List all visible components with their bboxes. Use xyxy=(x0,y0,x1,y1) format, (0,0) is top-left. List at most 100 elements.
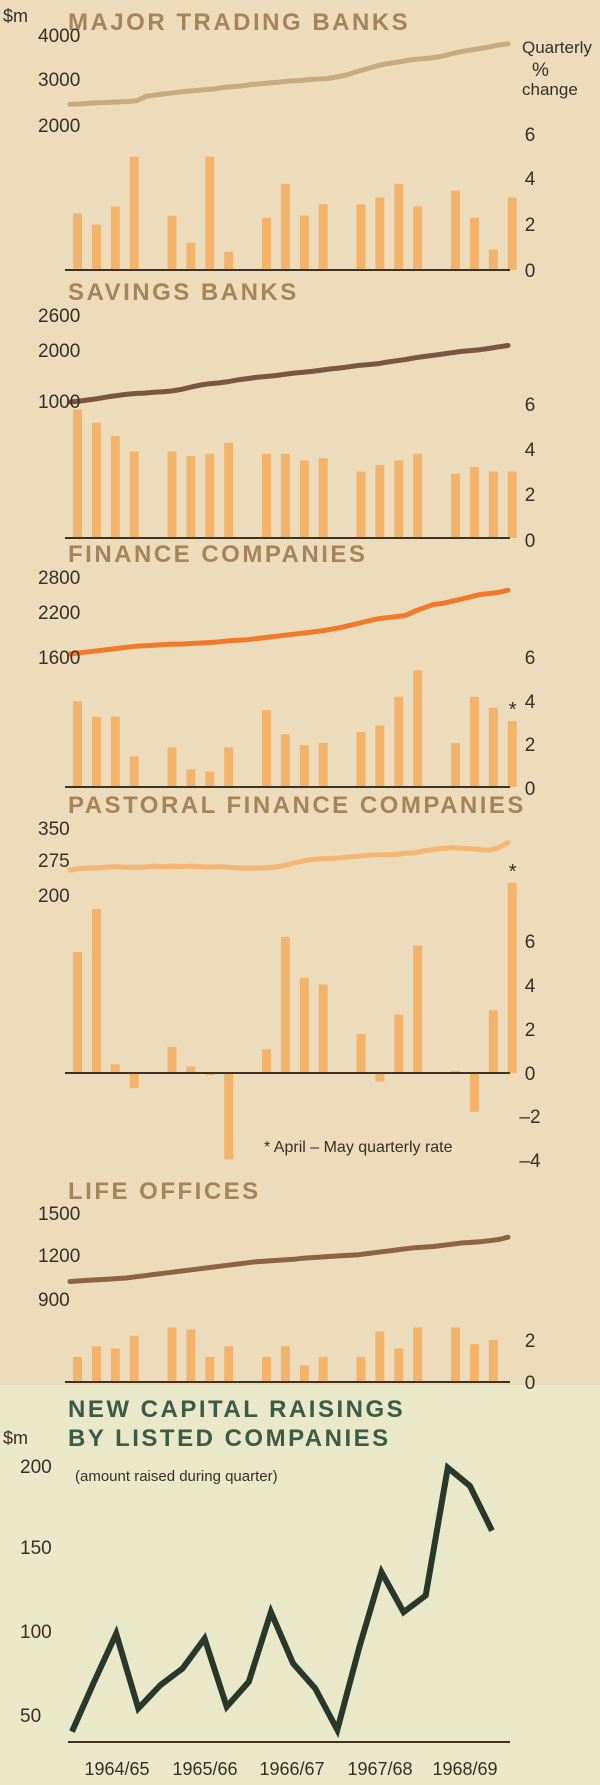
subtitle: (amount raised during quarter) xyxy=(75,1468,278,1485)
change-bar xyxy=(73,1356,82,1382)
change-bar xyxy=(73,409,82,538)
change-bar xyxy=(280,1346,290,1382)
panel-new-capital-raisings xyxy=(68,1462,510,1743)
change-bar xyxy=(318,204,328,270)
panel-finance-companies xyxy=(65,587,517,788)
change-bar xyxy=(262,217,271,270)
change-bar xyxy=(205,1073,215,1076)
change-bar xyxy=(318,1356,328,1382)
change-bar xyxy=(129,756,139,787)
change-bar xyxy=(73,213,82,270)
change-bar xyxy=(394,1014,404,1073)
change-bar xyxy=(469,217,479,270)
x-tick-label: 1967/68 xyxy=(347,1759,412,1779)
change-bar xyxy=(91,224,101,270)
change-bar xyxy=(110,436,120,538)
change-bar xyxy=(110,1348,120,1382)
change-bar xyxy=(394,460,404,538)
change-bar xyxy=(129,1335,139,1382)
level-tick-label: 2000 xyxy=(38,341,80,362)
change-bar xyxy=(280,734,290,787)
change-bar xyxy=(205,156,215,270)
change-bar xyxy=(110,206,120,270)
change-tick-label: –2 xyxy=(519,1107,540,1128)
level-tick-label: 900 xyxy=(38,1290,70,1311)
y-tick-label: 200 xyxy=(20,1457,52,1478)
x-tick-label: 1968/69 xyxy=(432,1759,497,1779)
change-tick-label: 0 xyxy=(525,261,536,282)
change-bar xyxy=(488,707,498,787)
asterisk-marker: * xyxy=(509,699,517,721)
panel-title: SAVINGS BANKS xyxy=(68,279,299,306)
change-tick-label: 0 xyxy=(525,779,536,800)
change-bar xyxy=(167,215,177,270)
level-tick-label: 4000 xyxy=(38,26,80,47)
change-bar xyxy=(413,670,423,787)
change-bar xyxy=(224,1346,234,1382)
change-bar xyxy=(91,716,101,787)
level-tick-label: 1200 xyxy=(38,1246,80,1267)
x-tick-label: 1965/66 xyxy=(172,1759,237,1779)
change-bar xyxy=(110,1064,120,1073)
unit-label: $m xyxy=(3,6,28,26)
level-series-line xyxy=(67,343,511,405)
change-bar xyxy=(73,952,82,1073)
change-tick-label: 2 xyxy=(525,485,536,506)
change-bar xyxy=(167,451,177,538)
change-bar xyxy=(507,471,517,538)
change-tick-label: 2 xyxy=(525,735,536,756)
change-bar xyxy=(375,464,385,538)
change-tick-label: 4 xyxy=(525,976,536,997)
level-series-line xyxy=(67,41,511,107)
change-bar xyxy=(129,451,139,538)
change-bar xyxy=(394,1348,404,1382)
change-bar xyxy=(299,977,309,1073)
change-bar xyxy=(299,1365,309,1382)
change-bar xyxy=(413,453,423,538)
change-bar xyxy=(356,1356,366,1382)
change-tick-label: 0 xyxy=(525,1373,536,1394)
change-bar xyxy=(413,945,423,1073)
change-bar xyxy=(129,156,139,270)
change-tick-label: 2 xyxy=(525,215,536,236)
panel-pastoral-finance-companies xyxy=(65,840,517,1160)
level-series-line xyxy=(67,587,511,657)
change-tick-label: 2 xyxy=(525,1331,536,1352)
change-bar xyxy=(318,984,328,1073)
panel-life-offices xyxy=(65,1234,511,1383)
change-bar xyxy=(186,769,196,787)
change-bar xyxy=(186,1066,196,1073)
change-bar xyxy=(280,183,290,270)
level-tick-label: 2800 xyxy=(38,568,80,589)
change-bar xyxy=(507,882,517,1073)
y-tick-label: 150 xyxy=(20,1538,52,1559)
change-bar xyxy=(224,747,234,787)
change-bar xyxy=(299,215,309,270)
change-bar xyxy=(186,1329,196,1382)
level-tick-label: 350 xyxy=(38,819,70,840)
panel-title: PASTORAL FINANCE COMPANIES xyxy=(68,792,526,819)
change-bar xyxy=(451,190,460,270)
change-bar xyxy=(488,471,498,538)
level-tick-label: 2000 xyxy=(38,116,80,137)
change-tick-label: 4 xyxy=(525,440,536,461)
change-bar xyxy=(91,908,101,1073)
change-bar xyxy=(413,206,423,270)
capital-raisings-line xyxy=(69,1462,495,1739)
change-bar xyxy=(451,473,460,538)
change-bar xyxy=(507,721,517,787)
change-bar xyxy=(413,1327,423,1382)
panel-title: NEW CAPITAL RAISINGS xyxy=(68,1396,405,1423)
level-tick-label: 2200 xyxy=(38,603,80,624)
change-bar xyxy=(280,936,290,1073)
change-tick-label: 2 xyxy=(525,1020,536,1041)
change-bar xyxy=(91,1346,101,1382)
change-bar xyxy=(375,1331,385,1382)
panel-title: MAJOR TRADING BANKS xyxy=(68,9,410,36)
change-bar xyxy=(356,204,366,270)
change-bar xyxy=(375,197,385,270)
change-tick-label: 0 xyxy=(525,1064,536,1085)
change-bar xyxy=(375,725,385,787)
change-bar xyxy=(451,1327,460,1382)
